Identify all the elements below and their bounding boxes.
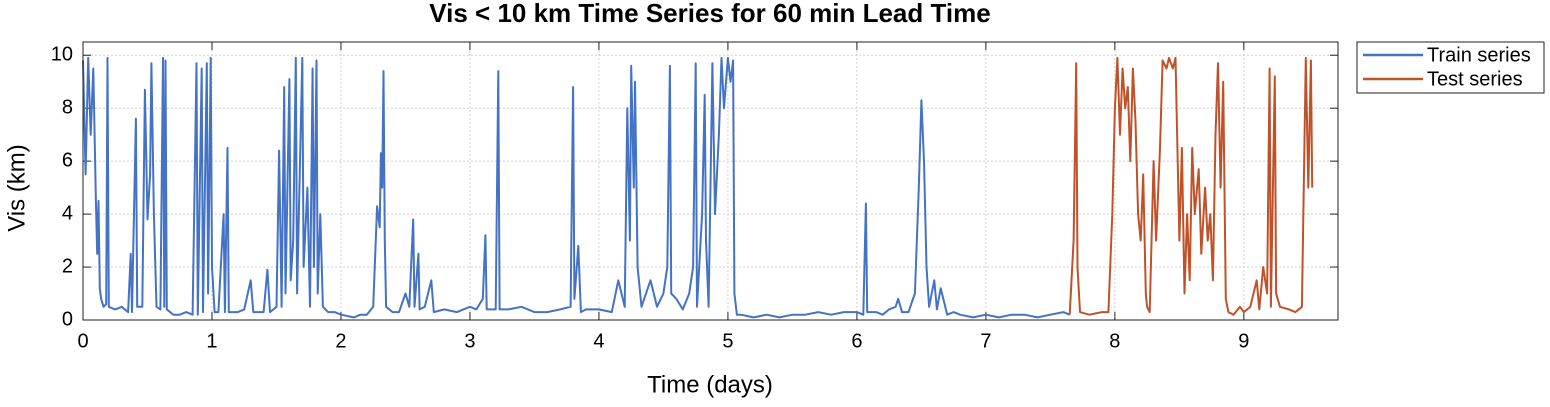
x-tick-label: 4 — [593, 330, 604, 352]
y-tick-label: 8 — [62, 96, 73, 118]
legend-label: Train series — [1427, 44, 1531, 66]
legend-label: Test series — [1427, 68, 1523, 90]
x-tick-label: 3 — [464, 330, 475, 352]
y-tick-label: 6 — [62, 149, 73, 171]
series-line — [82, 56, 1071, 319]
x-tick-label: 9 — [1238, 330, 1249, 352]
series-line — [1068, 56, 1314, 316]
y-tick-label: 4 — [62, 202, 73, 224]
y-tick-label: 10 — [51, 44, 73, 66]
x-tick-label: 5 — [722, 330, 733, 352]
x-tick-label: 2 — [335, 330, 346, 352]
chart-title: Vis < 10 km Time Series for 60 min Lead … — [429, 0, 990, 28]
x-axis-label: Time (days) — [647, 371, 773, 398]
x-tick-label: 1 — [206, 330, 217, 352]
plot-frame — [82, 41, 1339, 321]
x-tick-label: 7 — [980, 330, 991, 352]
x-tick-label: 8 — [1109, 330, 1120, 352]
y-tick-label: 2 — [62, 255, 73, 277]
x-tick-label: 6 — [851, 330, 862, 352]
legend-box — [1356, 41, 1545, 94]
y-tick-label: 0 — [62, 308, 73, 330]
x-tick-label: 0 — [77, 330, 88, 352]
y-axis-label: Vis (km) — [3, 144, 30, 232]
